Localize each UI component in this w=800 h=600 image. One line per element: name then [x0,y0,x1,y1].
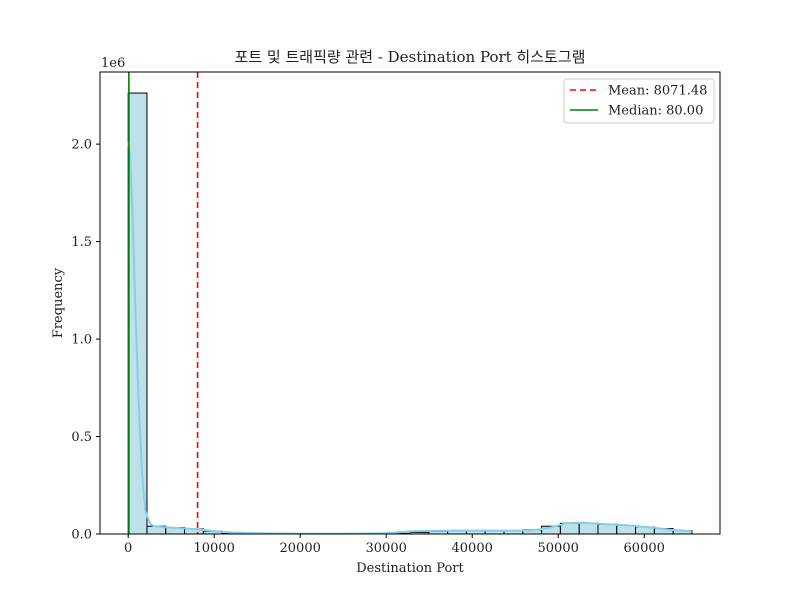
legend-median-label: Median: 80.00 [608,104,703,119]
x-tick-label: 60000 [624,541,665,556]
y-tick-label: 1.0 [71,333,92,348]
histogram-bar [597,523,618,535]
y-axis-ticks: 0.0 0.5 1.0 1.5 2.0 [71,138,100,543]
y-axis-label: Frequency [51,267,66,338]
x-tick-label: 40000 [452,541,493,556]
y-tick-label: 0.0 [71,528,92,543]
chart-title: 포트 및 트래픽량 관련 - Destination Port 히스토그램 [235,48,586,66]
legend: Mean: 8071.48 Median: 80.00 [563,78,715,124]
histogram-bar [578,522,599,535]
y-tick-label: 2.0 [71,138,92,153]
x-tick-label: 50000 [538,541,579,556]
x-tick-label: 30000 [366,541,407,556]
x-axis-label: Destination Port [356,561,464,576]
plot-frame [99,71,721,535]
x-axis-ticks: 0 10000 20000 30000 40000 50000 60000 [124,534,665,556]
x-tick-label: 10000 [194,541,235,556]
y-tick-label: 0.5 [71,430,92,445]
legend-box [563,78,715,124]
legend-mean-label: Mean: 8071.48 [608,84,707,99]
x-tick-label: 0 [124,541,132,556]
y-tick-label: 1.5 [71,235,92,250]
x-tick-label: 20000 [280,541,321,556]
y-offset-label: 1e6 [101,56,125,71]
